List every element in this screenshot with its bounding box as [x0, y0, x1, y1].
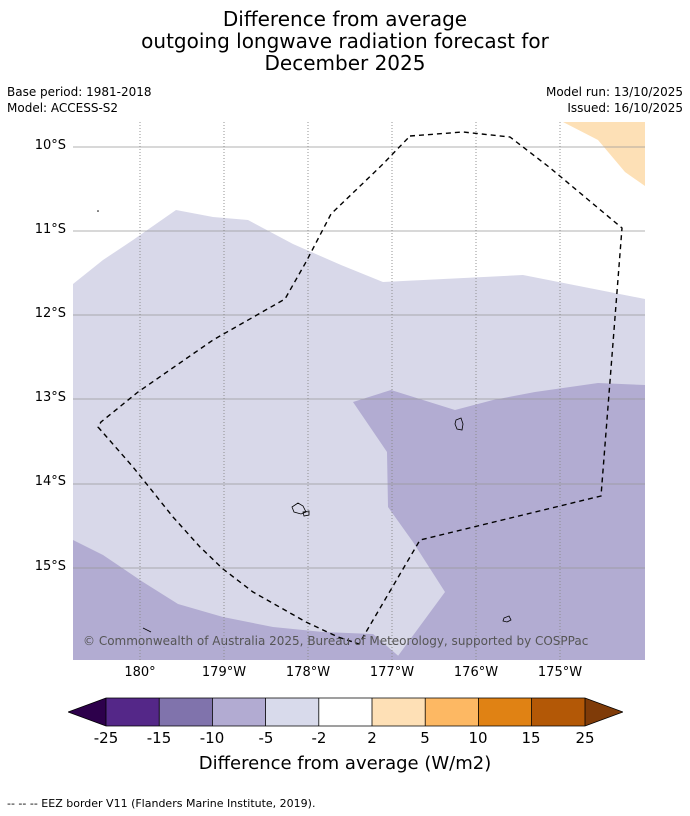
lon-label-175w: 175°W — [537, 665, 583, 680]
title-line-1: Difference from average — [222, 7, 468, 31]
colorbar-label-8: 15 — [521, 729, 541, 747]
lat-label-12s: 12°S — [34, 306, 66, 321]
lon-label-176w: 176°W — [453, 665, 499, 680]
lon-label-179w: 179°W — [201, 665, 247, 680]
colorbar-cell-3 — [212, 698, 266, 726]
island-dot — [97, 210, 99, 212]
meta-left: Base period: 1981-2018 Model: ACCESS-S2 — [7, 84, 152, 116]
colorbar-cell-8 — [478, 698, 532, 726]
lon-label-177w: 177°W — [369, 665, 415, 680]
colorbar-label-0: -25 — [93, 729, 119, 747]
colorbar-label-6: 5 — [420, 729, 430, 747]
eez-border — [97, 131, 623, 645]
island-uvea — [454, 417, 464, 431]
colorbar-cell-4 — [265, 698, 319, 726]
lat-label-10s: 10°S — [34, 138, 66, 153]
lat-label-13s: 13°S — [34, 390, 66, 405]
colorbar-label-2: -10 — [199, 729, 225, 747]
colorbar-label-1: -15 — [146, 729, 172, 747]
colorbar-label-5: 2 — [367, 729, 377, 747]
colorbar-cell-5 — [318, 698, 372, 726]
colorbar-title: Difference from average (W/m2) — [198, 753, 492, 774]
lon-label-180: 180° — [124, 665, 156, 680]
colorbar-cell-2 — [159, 698, 213, 726]
island-niuafoou — [502, 615, 512, 623]
colorbar-label-7: 10 — [468, 729, 488, 747]
colorbar — [68, 697, 623, 727]
lat-gridlines — [73, 146, 645, 569]
region-minus-5-to-10-east — [353, 383, 645, 660]
title-line-2: outgoing longwave radiation forecast for — [141, 29, 549, 53]
chart-title: Difference from average outgoing longwav… — [0, 8, 690, 74]
colorbar-cell-max-extend — [585, 698, 623, 726]
issued-date: Issued: 16/10/2025 — [567, 101, 683, 115]
eez-legend-note: -- -- -- EEZ border V11 (Flanders Marine… — [7, 797, 316, 810]
island-small-west — [142, 627, 152, 633]
colorbar-label-3: -5 — [258, 729, 274, 747]
model-name: Model: ACCESS-S2 — [7, 101, 119, 115]
colorbar-label-4: -2 — [311, 729, 327, 747]
lon-label-178w: 178°W — [285, 665, 331, 680]
colorbar-label-9: 25 — [575, 729, 595, 747]
lat-label-11s: 11°S — [34, 222, 66, 237]
meta-right: Model run: 13/10/2025 Issued: 16/10/2025 — [546, 84, 683, 116]
island-futuna — [291, 502, 310, 517]
lat-label-14s: 14°S — [34, 474, 66, 489]
colorbar-cell-9 — [531, 698, 585, 726]
base-period: Base period: 1981-2018 — [7, 85, 152, 99]
lat-label-15s: 15°S — [34, 559, 66, 574]
colorbar-cell-6 — [372, 698, 426, 726]
colorbar-dividers — [105, 698, 586, 726]
copyright-notice: © Commonwealth of Australia 2025, Bureau… — [83, 634, 588, 648]
region-plus-2-to-5 — [563, 122, 645, 186]
title-line-3: December 2025 — [264, 51, 426, 75]
colorbar-cell-min-extend — [68, 698, 106, 726]
colorbar-cell-7 — [425, 698, 479, 726]
forecast-map: © Commonwealth of Australia 2025, Bureau… — [73, 122, 645, 660]
region-minus-5-to-10-southwest — [73, 540, 403, 660]
colorbar-cell-1 — [106, 698, 160, 726]
model-run: Model run: 13/10/2025 — [545, 85, 683, 99]
